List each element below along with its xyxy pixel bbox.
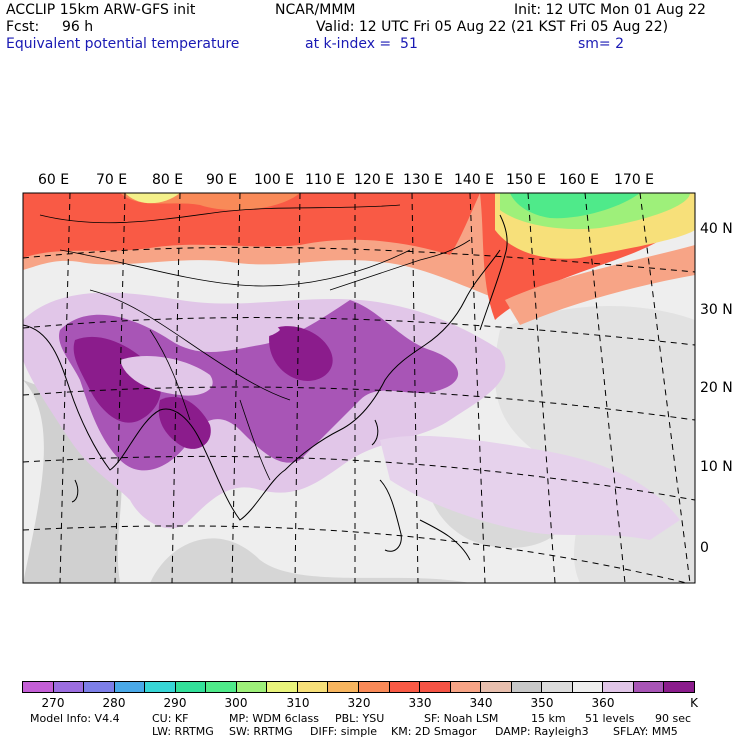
colorbar-swatch <box>114 682 146 692</box>
colorbar-tick: 330 <box>408 696 432 710</box>
footer-item: SW: RRTMG <box>229 725 293 738</box>
lat-label: 30 N <box>700 302 733 318</box>
colorbar-swatch <box>511 682 543 692</box>
light-purple-region <box>380 435 680 540</box>
lon-label: 140 E <box>454 172 495 188</box>
fcst-label: Fcst: <box>6 19 40 35</box>
colorbar-tick: 350 <box>530 696 554 710</box>
colorbar-tick: 320 <box>347 696 371 710</box>
colorbar-swatch <box>328 682 360 692</box>
colorbar-swatch <box>23 682 54 692</box>
colorbar-swatch <box>145 682 176 692</box>
lon-label: 70 E <box>96 172 128 188</box>
lon-label: 120 E <box>354 172 395 188</box>
colorbar-tick: 270 <box>41 696 65 710</box>
smoothing: sm= 2 <box>578 36 625 52</box>
colorbar-swatch <box>572 682 604 692</box>
colorbar-swatch <box>481 682 512 692</box>
colorbar-swatch <box>236 682 268 692</box>
coastlines <box>23 214 508 561</box>
field-name: Equivalent potential temperature <box>6 36 240 52</box>
lat-label: 40 N <box>700 221 733 237</box>
colorbar-swatch <box>450 682 482 692</box>
colorbar-swatch <box>603 682 634 692</box>
footer-item: 15 km <box>531 712 566 725</box>
colorbar-swatch <box>633 682 665 692</box>
footer-item: LW: RRTMG <box>152 725 214 738</box>
colorbar-tick: 310 <box>286 696 310 710</box>
lon-label: 80 E <box>152 172 184 188</box>
light-purple-region <box>198 314 280 340</box>
footer-item: Model Info: V4.4 <box>30 712 120 725</box>
lat-label: 20 N <box>700 380 733 396</box>
colorbar-tick: 340 <box>469 696 493 710</box>
salmon-region <box>505 245 695 325</box>
colorbar-swatch <box>84 682 115 692</box>
footer-item: DIFF: simple <box>310 725 378 738</box>
colorbar-tick: 280 <box>102 696 126 710</box>
footer-item: SFLAY: MM5 <box>613 725 678 738</box>
colorbar-swatch <box>53 682 85 692</box>
lon-label: 60 E <box>38 172 70 188</box>
lon-label: 90 E <box>206 172 238 188</box>
colorbar-swatch <box>175 682 207 692</box>
colorbar <box>22 681 695 693</box>
lon-label: 170 E <box>614 172 655 188</box>
colorbar-swatch <box>206 682 237 692</box>
lat-label: 0 <box>700 540 709 556</box>
colorbar-tick: 290 <box>163 696 187 710</box>
fcst-value: 96 h <box>62 19 94 35</box>
init-time: Init: 12 UTC Mon 01 Aug 22 <box>514 2 706 18</box>
lat-label: 10 N <box>700 459 733 475</box>
yellow-region <box>125 193 180 204</box>
graticule <box>23 193 695 583</box>
lon-label: 150 E <box>506 172 547 188</box>
footer-item: 51 levels <box>585 712 635 725</box>
map-frame <box>22 192 696 584</box>
borders <box>39 204 471 481</box>
colorbar-unit: K <box>690 696 698 710</box>
level-index: at k-index = 51 <box>305 36 418 52</box>
colorbar-swatch <box>297 682 329 692</box>
colorbar-swatch <box>389 682 421 692</box>
footer-item: DAMP: Rayleigh3 <box>495 725 589 738</box>
footer-item: MP: WDM 6class <box>229 712 319 725</box>
org-label: NCAR/MMM <box>275 2 356 18</box>
colorbar-tick: 300 <box>224 696 248 710</box>
colorbar-swatch <box>664 682 695 692</box>
lon-label: 160 E <box>559 172 600 188</box>
lon-label: 130 E <box>403 172 444 188</box>
colorbar-swatch <box>359 682 390 692</box>
footer-item: KM: 2D Smagor <box>391 725 477 738</box>
colorbar-swatch <box>420 682 451 692</box>
model-title: ACCLIP 15km ARW-GFS init <box>6 2 196 18</box>
light-purple-region <box>120 355 213 396</box>
footer-item: PBL: YSU <box>335 712 385 725</box>
red-region <box>23 193 480 258</box>
mid-purple-region <box>59 300 459 471</box>
lon-label: 110 E <box>305 172 346 188</box>
dark-purple-region <box>269 326 333 381</box>
colorbar-swatch <box>542 682 573 692</box>
footer-item: 90 sec <box>655 712 692 725</box>
footer-item: CU: KF <box>152 712 189 725</box>
grey-region <box>150 538 470 583</box>
footer-item: SF: Noah LSM <box>424 712 499 725</box>
green-region <box>510 193 640 219</box>
colorbar-tick: 360 <box>591 696 615 710</box>
lon-label: 100 E <box>254 172 295 188</box>
valid-time: Valid: 12 UTC Fri 05 Aug 22 (21 KST Fri … <box>316 19 669 35</box>
colorbar-swatch <box>267 682 298 692</box>
